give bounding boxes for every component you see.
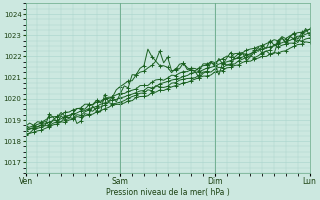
X-axis label: Pression niveau de la mer( hPa ): Pression niveau de la mer( hPa ) — [106, 188, 229, 197]
